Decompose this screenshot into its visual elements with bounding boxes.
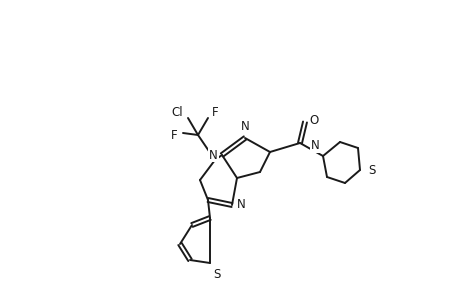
Text: N: N	[311, 139, 319, 152]
Text: Cl: Cl	[171, 106, 183, 118]
Text: N: N	[209, 148, 218, 161]
Text: F: F	[212, 106, 218, 118]
Text: S: S	[213, 268, 220, 281]
Text: N: N	[236, 199, 245, 212]
Text: S: S	[367, 164, 375, 176]
Text: O: O	[308, 113, 318, 127]
Text: N: N	[240, 120, 249, 133]
Text: F: F	[171, 128, 178, 142]
